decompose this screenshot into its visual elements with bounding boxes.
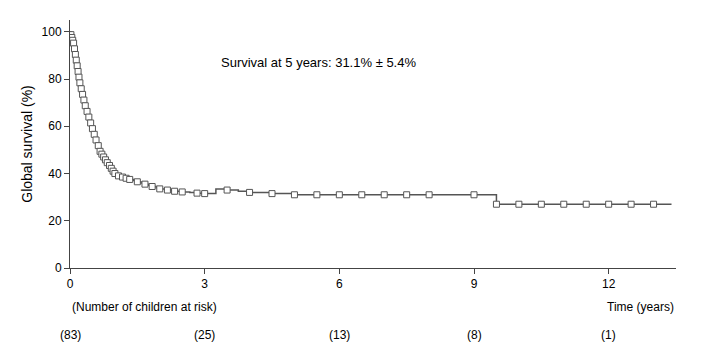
svg-text:(13): (13): [329, 328, 350, 342]
svg-text:0: 0: [55, 261, 62, 275]
svg-text:(83): (83): [60, 328, 81, 342]
svg-text:100: 100: [42, 25, 62, 39]
svg-text:Survival at 5 years: 31.1% ± 5: Survival at 5 years: 31.1% ± 5.4%: [221, 55, 416, 70]
svg-text:80: 80: [48, 72, 62, 86]
svg-text:40: 40: [48, 167, 62, 181]
svg-text:(25): (25): [194, 328, 215, 342]
svg-text:60: 60: [48, 119, 62, 133]
svg-text:(8): (8): [467, 328, 482, 342]
svg-text:Time (years): Time (years): [607, 300, 674, 314]
svg-text:0: 0: [67, 277, 74, 291]
svg-text:6: 6: [336, 277, 343, 291]
svg-text:(Number of children at risk): (Number of children at risk): [72, 300, 217, 314]
svg-text:3: 3: [201, 277, 208, 291]
svg-text:9: 9: [471, 277, 478, 291]
svg-text:Global survival (%): Global survival (%): [19, 85, 35, 202]
svg-text:(1): (1): [601, 328, 616, 342]
svg-text:20: 20: [48, 214, 62, 228]
svg-text:12: 12: [602, 277, 616, 291]
